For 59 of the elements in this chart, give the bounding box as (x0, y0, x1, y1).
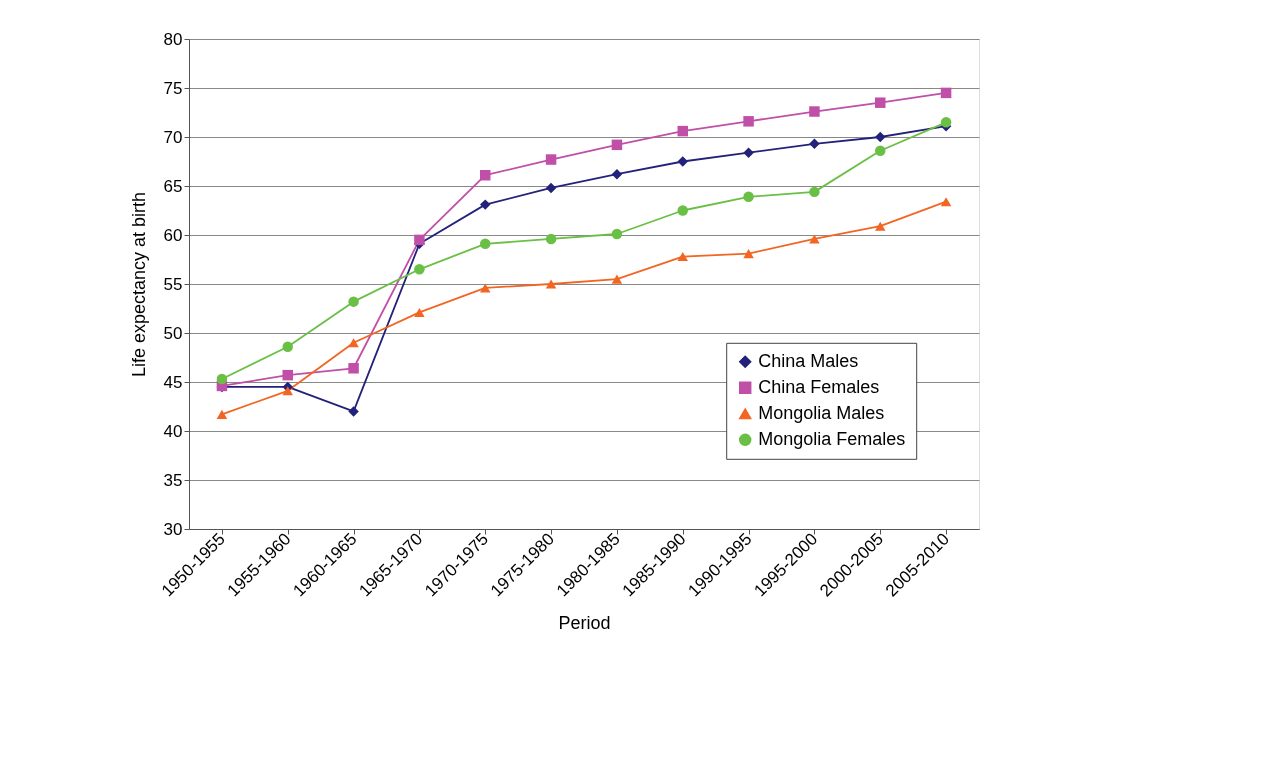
y-tick-label: 45 (163, 372, 183, 392)
point (809, 138, 820, 150)
point (282, 341, 293, 352)
point (348, 296, 359, 307)
legend-label: China Females (758, 376, 880, 397)
point (216, 409, 228, 419)
legend-label: Mongolia Males (758, 402, 885, 423)
point (348, 363, 359, 374)
point (545, 233, 557, 245)
point (875, 145, 886, 156)
point (875, 131, 886, 143)
point (809, 186, 820, 198)
point (677, 125, 688, 137)
point (480, 169, 491, 181)
point (480, 199, 491, 210)
y-tick-label: 60 (163, 225, 183, 245)
point (743, 116, 754, 127)
point (677, 156, 688, 167)
point (611, 139, 623, 151)
point (348, 406, 359, 417)
legend-label: China Males (758, 350, 859, 371)
x-axis-title: Period (558, 612, 611, 633)
y-tick-label: 30 (163, 519, 183, 539)
point (677, 252, 688, 262)
point (940, 87, 952, 99)
point (875, 97, 886, 108)
point (809, 106, 820, 117)
y-tick-label: 50 (163, 323, 183, 343)
point (216, 373, 228, 385)
y-tick-label: 70 (163, 127, 183, 147)
y-tick-label: 75 (163, 78, 183, 98)
point (414, 264, 425, 275)
point (743, 147, 754, 158)
point (545, 182, 557, 194)
point (414, 234, 425, 246)
point (940, 117, 952, 128)
point (677, 205, 688, 216)
point (545, 154, 557, 165)
y-tick-label: 65 (163, 176, 183, 196)
y-tick-label: 55 (163, 274, 183, 294)
point (611, 169, 623, 180)
point (282, 386, 293, 396)
legend-label: Mongolia Females (758, 428, 906, 449)
point (480, 238, 491, 250)
point (875, 221, 886, 231)
y-tick-label: 40 (163, 421, 183, 441)
y-tick-label: 80 (163, 29, 183, 49)
point (940, 197, 952, 207)
y-axis-title: Life expectancy at birth (128, 191, 149, 378)
point (611, 228, 623, 240)
point (743, 191, 754, 203)
point (282, 369, 293, 381)
y-tick-label: 35 (163, 470, 183, 490)
point (414, 307, 425, 317)
point (545, 279, 557, 289)
point (611, 274, 623, 284)
point (809, 234, 820, 244)
point (743, 249, 754, 259)
point (348, 338, 359, 348)
